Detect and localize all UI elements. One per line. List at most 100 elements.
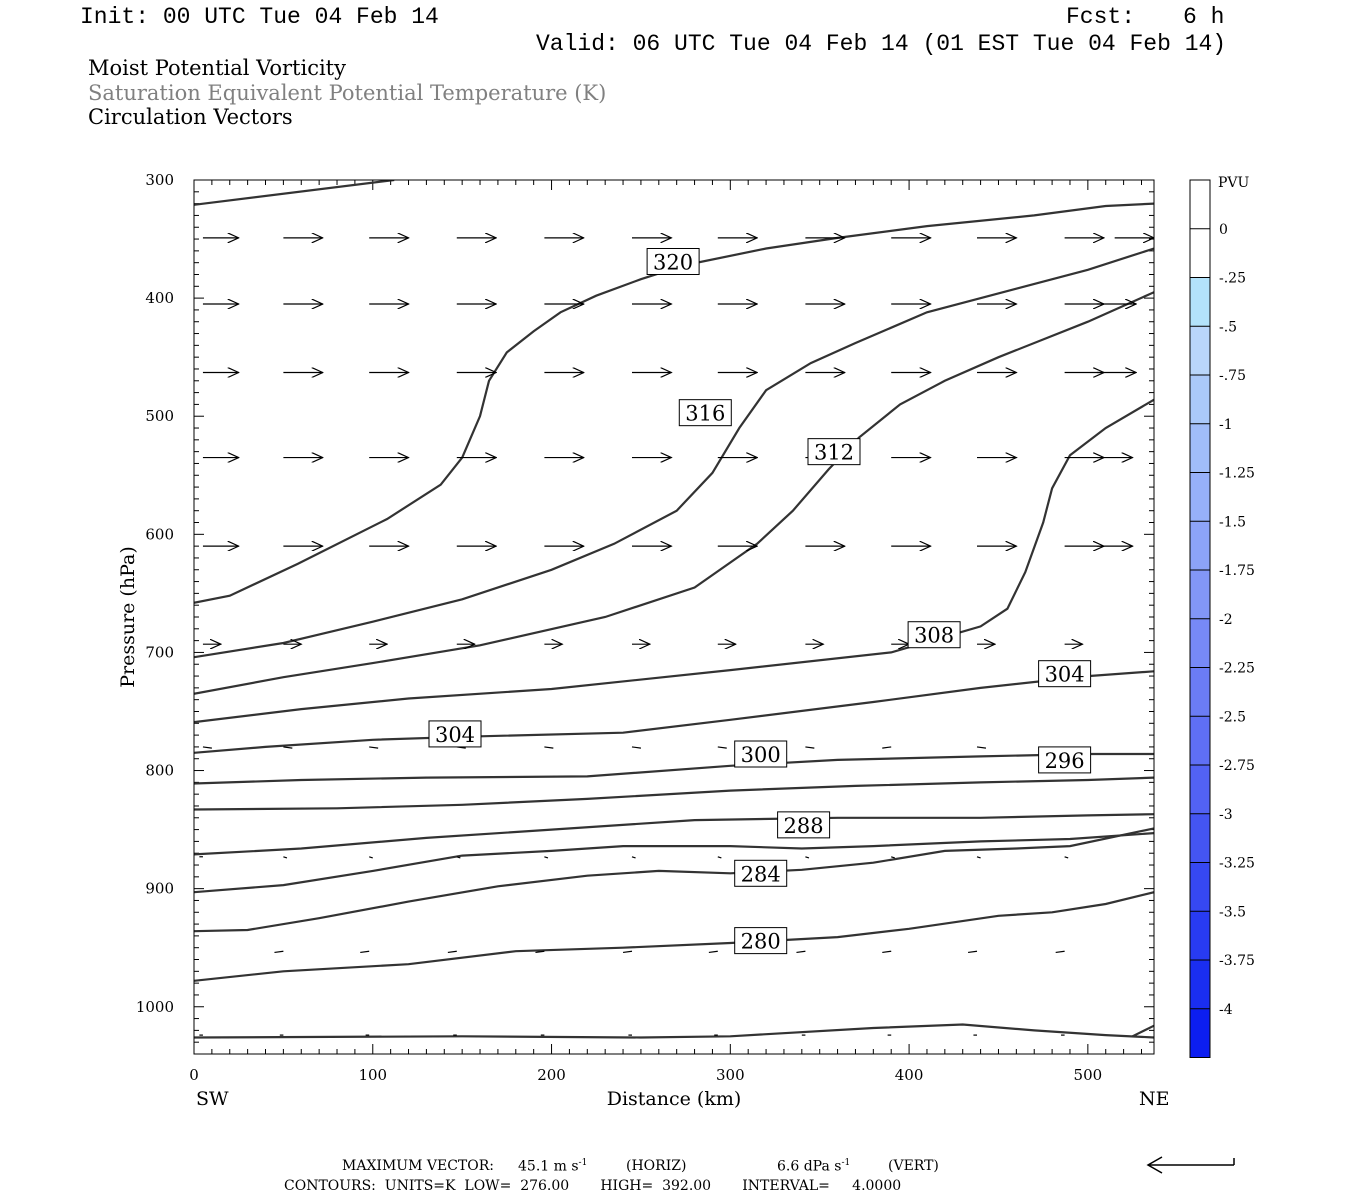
init-time: Init: 00 UTC Tue 04 Feb 14 (80, 4, 439, 30)
colorbar-label: -2.25 (1219, 661, 1255, 677)
colorbar-label: -1 (1219, 417, 1233, 433)
x-tick-label: 500 (1074, 1066, 1103, 1084)
theta-e-contour (1132, 1024, 1154, 1038)
colorbar-swatch (1190, 570, 1210, 619)
colorbar-swatch (1190, 960, 1210, 1009)
contour-label: 284 (741, 862, 781, 886)
colorbar-swatch (1190, 375, 1210, 424)
theta-e-contour (194, 398, 1154, 724)
x-tick-label: 400 (895, 1066, 924, 1084)
contour-label-box (428, 720, 482, 748)
x-tick-label: 100 (358, 1066, 387, 1084)
valid-time: Valid: 06 UTC Tue 04 Feb 14 (01 EST Tue … (536, 31, 1227, 57)
max-vert-value: 6.6 dPa s-1 (777, 1158, 851, 1175)
colorbar-label: -.5 (1219, 319, 1237, 335)
x-tick-label: 300 (716, 1066, 745, 1084)
circulation-vector (717, 746, 727, 749)
contour-label-box (678, 399, 732, 427)
colorbar-label: -2 (1219, 612, 1233, 628)
circulation-vector (447, 950, 457, 954)
endpoint-sw: SW (196, 1088, 229, 1110)
title-mpv: Moist Potential Vorticity (88, 56, 346, 80)
colorbar-label: -1.5 (1219, 514, 1246, 530)
title-thetae: Saturation Equivalent Potential Temperat… (88, 81, 607, 105)
y-tick-label: 700 (145, 643, 174, 661)
contour-label: 312 (814, 441, 854, 465)
horiz-unit-exponent: -1 (578, 1158, 588, 1168)
circulation-vector (976, 746, 987, 749)
contour-label-box (777, 811, 831, 839)
plot-frame (193, 179, 1155, 1055)
contour-label: 304 (1045, 663, 1085, 687)
circulation-vector (882, 746, 892, 749)
theta-e-contours (194, 180, 1154, 1039)
circulation-vector (360, 950, 370, 954)
y-tick-labels: 300 400 500 600 700 800 900 1000 (136, 171, 174, 1016)
y-tick-label: 500 (145, 407, 174, 425)
colorbar-label: -.75 (1219, 368, 1246, 384)
colorbar-label: -3.25 (1219, 856, 1255, 872)
contour-label: 308 (914, 624, 954, 648)
colorbar-unit: PVU (1218, 175, 1250, 191)
colorbar-swatch (1190, 813, 1210, 863)
circulation-vector (202, 746, 212, 749)
theta-e-contour (194, 1023, 1154, 1039)
colorbar-label: -2.5 (1219, 709, 1246, 725)
contour-label-box (734, 859, 788, 887)
circulation-vector (369, 746, 379, 749)
horiz-unit: (HORIZ) (626, 1158, 687, 1174)
colorbar-label: -.25 (1219, 271, 1246, 287)
colorbar-swatch (1190, 472, 1210, 522)
theta-e-contour (194, 247, 1154, 659)
colorbar-swatch (1190, 618, 1210, 668)
max-horiz-value: 45.1 m s-1 (518, 1158, 588, 1175)
contour-label-box (1038, 660, 1092, 688)
contour-label: 320 (653, 250, 693, 274)
circulation-vector (283, 746, 293, 749)
circulation-vector (882, 950, 892, 954)
contour-label: 288 (784, 814, 824, 838)
circulation-vector (631, 856, 636, 859)
circulation-vector (1064, 856, 1069, 859)
circulation-vector (891, 856, 895, 859)
contour-label-box (807, 438, 861, 466)
theta-e-contour (194, 891, 1154, 982)
theta-e-contour (194, 202, 1154, 604)
contour-label-box (734, 740, 788, 768)
endpoint-ne: NE (1139, 1088, 1170, 1110)
x-tick-label: 200 (537, 1066, 566, 1084)
reference-vector (1146, 1156, 1235, 1174)
colorbar-swatch (1190, 521, 1210, 570)
fcst-value: 6 h (1183, 4, 1225, 30)
vert-unit: (VERT) (888, 1158, 939, 1174)
theta-e-contour (194, 752, 1154, 785)
y-tick-label: 900 (145, 880, 174, 898)
axis-ticks (193, 179, 1154, 1055)
colorbar-swatch (1190, 228, 1210, 278)
x-tick-labels: 0 100 200 300 400 500 (189, 1066, 1102, 1084)
circulation-vector (456, 856, 461, 859)
colorbar-label: -3.75 (1219, 953, 1255, 969)
circulation-vectors (199, 238, 1154, 1036)
colorbar-swatch (1190, 716, 1210, 765)
colorbar-swatch (1190, 1008, 1210, 1058)
y-tick-label: 600 (145, 525, 174, 543)
y-tick-label: 800 (145, 762, 174, 780)
y-tick-label: 300 (145, 171, 174, 189)
circulation-vector (369, 856, 373, 859)
theta-e-contour (194, 291, 1154, 695)
colorbar-swatch (1190, 423, 1210, 473)
colorbar-swatch (1190, 862, 1210, 912)
colorbar-label: -3 (1219, 807, 1233, 823)
contour-label-box (907, 621, 961, 649)
colorbar-swatch (1190, 667, 1210, 717)
circulation-vector (805, 746, 815, 749)
circulation-vector (976, 856, 981, 859)
circulation-vector (967, 950, 978, 954)
contour-label: 316 (685, 402, 725, 426)
colorbar-label: -3.5 (1219, 904, 1246, 920)
y-tick-label: 400 (145, 289, 174, 307)
circulation-vector (796, 950, 806, 954)
colorbar-swatch (1190, 765, 1210, 814)
